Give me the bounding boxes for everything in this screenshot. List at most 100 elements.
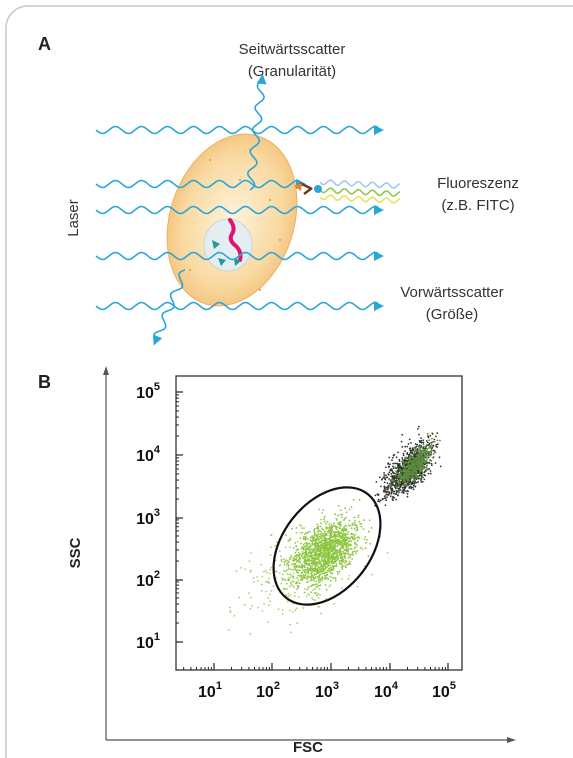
event [332, 542, 334, 544]
event [317, 593, 319, 595]
event [261, 576, 263, 578]
event [396, 477, 398, 479]
event [336, 565, 338, 567]
event [387, 552, 389, 554]
event [299, 524, 301, 526]
event [415, 460, 417, 462]
event [332, 536, 334, 538]
event [286, 588, 288, 590]
event [353, 535, 355, 537]
tick-exponent: 5 [450, 680, 456, 692]
event [349, 575, 351, 577]
event [337, 542, 339, 544]
event [310, 578, 312, 580]
event [420, 467, 422, 469]
event [250, 608, 252, 610]
event [316, 535, 318, 537]
event [311, 563, 313, 565]
event [432, 441, 434, 443]
event [291, 563, 293, 565]
event [353, 548, 355, 550]
tick-base: 10 [136, 385, 154, 402]
event [321, 560, 323, 562]
event [262, 610, 264, 612]
event [330, 569, 332, 571]
event [336, 545, 338, 547]
event [426, 440, 428, 442]
event [344, 507, 346, 509]
event [383, 472, 385, 474]
event [397, 494, 399, 496]
event [228, 629, 230, 631]
event [318, 543, 320, 545]
event [425, 455, 427, 457]
event [297, 561, 299, 563]
event [315, 553, 317, 555]
event [335, 563, 337, 565]
event [410, 488, 412, 490]
event [348, 548, 350, 550]
event [360, 547, 362, 549]
event [358, 536, 360, 538]
event [296, 577, 298, 579]
event [406, 470, 408, 472]
event [287, 601, 289, 603]
event [329, 544, 331, 546]
event [321, 572, 323, 574]
event [309, 531, 311, 533]
event [306, 578, 308, 580]
event [357, 540, 359, 542]
event [313, 535, 315, 537]
event [293, 576, 295, 578]
event [297, 575, 299, 577]
event [309, 563, 311, 565]
event [326, 561, 328, 563]
event [310, 555, 312, 557]
event [413, 483, 415, 485]
event [424, 461, 426, 463]
event [412, 447, 414, 449]
event [279, 572, 281, 574]
event [306, 558, 308, 560]
event [426, 451, 428, 453]
event [385, 494, 387, 496]
event [334, 559, 336, 561]
tick-exponent: 4 [392, 680, 399, 692]
event [320, 534, 322, 536]
event [304, 555, 306, 557]
event [401, 471, 403, 473]
event [340, 524, 342, 526]
event [402, 492, 404, 494]
event [412, 462, 414, 464]
event [334, 533, 336, 535]
event [311, 576, 313, 578]
event [398, 489, 400, 491]
event [296, 569, 298, 571]
event [328, 546, 330, 548]
event [286, 569, 288, 571]
event [430, 473, 432, 475]
event [415, 486, 417, 488]
event [405, 457, 407, 459]
event [320, 522, 322, 524]
event [403, 465, 405, 467]
event [413, 485, 415, 487]
event [325, 535, 327, 537]
event [406, 484, 408, 486]
event [421, 458, 423, 460]
event [413, 468, 415, 470]
event [332, 549, 334, 551]
event [261, 584, 263, 586]
event [401, 446, 403, 448]
event [307, 572, 309, 574]
event [329, 550, 331, 552]
event [397, 479, 399, 481]
event [304, 592, 306, 594]
event [427, 463, 429, 465]
event [389, 472, 391, 474]
event [437, 443, 439, 445]
event [385, 504, 387, 506]
event [332, 569, 334, 571]
event [315, 573, 317, 575]
event [391, 468, 393, 470]
